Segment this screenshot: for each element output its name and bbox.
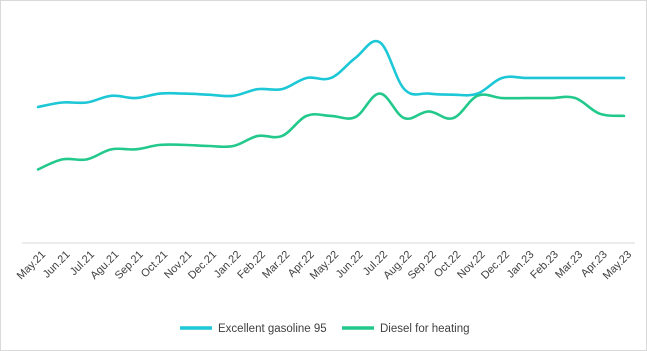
series-line-gasoline (36, 39, 626, 109)
series-layer (36, 39, 626, 171)
x-tick-label: Mar.23 (553, 249, 585, 281)
legend-label-diesel: Diesel for heating (380, 323, 470, 335)
legend-item-diesel: Diesel for heating (342, 323, 470, 335)
x-tick-label: Jun.21 (41, 249, 73, 281)
legend-item-gasoline: Excellent gasoline 95 (180, 323, 327, 335)
legend: Excellent gasoline 95 Diesel for heating (180, 323, 470, 335)
legend-label-gasoline: Excellent gasoline 95 (218, 323, 327, 335)
x-tick-label: May.21 (15, 249, 48, 282)
x-tick-labels: May.21Jun.21Jul.21Agu.21Sep.21Oct.21Nov.… (15, 249, 634, 282)
x-tick-label: Jun.22 (334, 249, 366, 281)
x-tick-label: Mar.22 (260, 249, 292, 281)
series-line-diesel (36, 92, 626, 171)
